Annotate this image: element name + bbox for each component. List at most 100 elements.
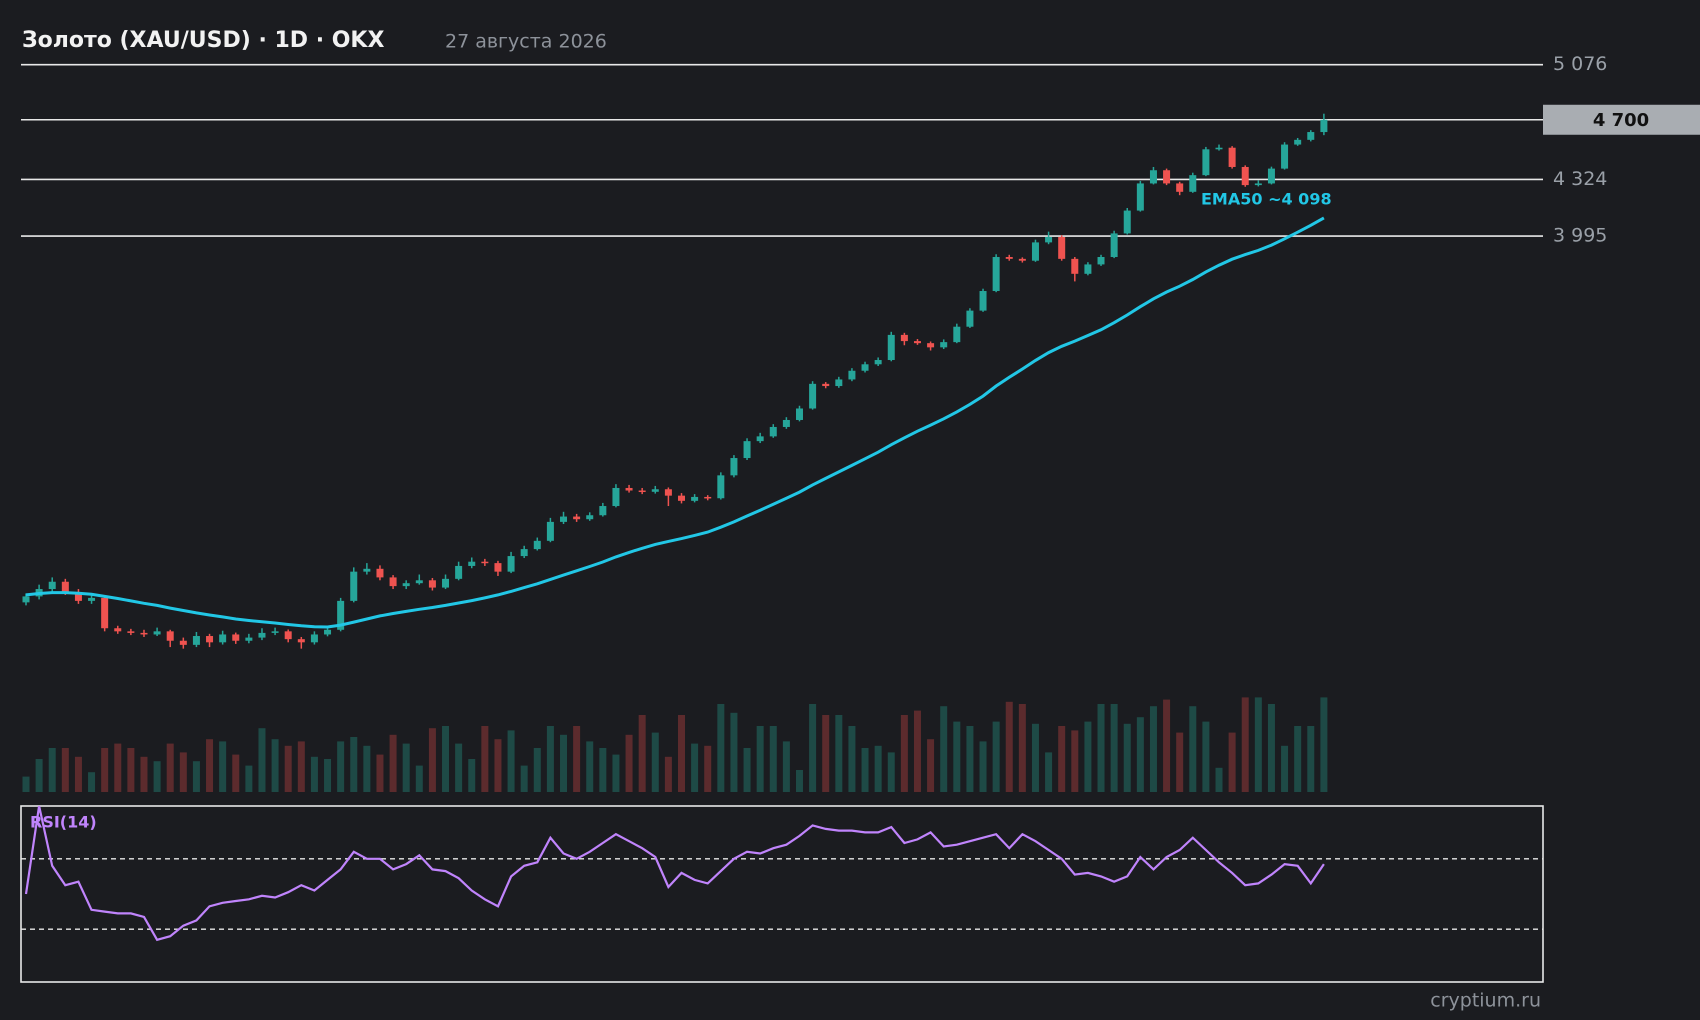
volume-bar (1241, 697, 1249, 792)
volume-bar (468, 759, 476, 792)
volume-bar (337, 741, 345, 792)
volume-bar (953, 721, 961, 792)
candle-body (900, 334, 908, 342)
candle-body (612, 487, 620, 507)
candle-body (1058, 236, 1066, 259)
candle-body (1018, 258, 1026, 261)
candle-body (533, 540, 541, 550)
candle-body (756, 436, 764, 442)
candle-body (428, 580, 436, 588)
candle-body (835, 379, 843, 387)
volume-bar (1123, 723, 1131, 792)
candle-body (402, 583, 410, 587)
volume-bar (258, 728, 266, 792)
candle-body (651, 489, 659, 492)
chart-subtitle: 27 августа 2026 (445, 31, 607, 53)
volume-bar (1084, 721, 1092, 792)
candle-body (743, 441, 751, 459)
candle-body (1307, 132, 1315, 140)
candle-body (546, 521, 554, 541)
candle-body (324, 629, 332, 635)
volume-bar (153, 761, 161, 792)
candle-body (1320, 119, 1328, 133)
volume-bar (651, 732, 659, 792)
candle-body (494, 563, 502, 572)
volume-bar (913, 710, 921, 792)
candle-body (664, 489, 672, 496)
volume-bar (887, 752, 895, 792)
candle-body (271, 631, 279, 633)
candle-body (179, 640, 187, 645)
volume-bar (389, 734, 397, 792)
candle-body (1084, 264, 1092, 274)
volume-bar (1071, 730, 1079, 792)
candle-body (1215, 147, 1223, 150)
candle-body (1294, 139, 1302, 145)
volume-bar (927, 739, 935, 792)
candle-body (1228, 147, 1236, 167)
volume-bar (22, 776, 30, 792)
volume-bar (179, 752, 187, 792)
candle-body (337, 600, 345, 630)
volume-bar (782, 741, 790, 792)
volume-bar (979, 741, 987, 792)
volume-bar (1018, 704, 1026, 792)
ema-annotation: EMA50 ~4 098 (1201, 190, 1332, 209)
candle-body (848, 370, 856, 380)
candle-body (1045, 236, 1053, 243)
volume-bar (874, 745, 882, 792)
candle-body (258, 632, 266, 638)
candle-body (1005, 257, 1013, 259)
volume-bar (363, 745, 371, 792)
rsi-label: RSI(14) (30, 813, 97, 832)
candle-body (1031, 242, 1039, 261)
volume-bar (324, 759, 332, 792)
y-tick-label: 4 324 (1553, 168, 1607, 190)
volume-bar (442, 726, 450, 792)
volume-bar (127, 748, 135, 792)
candle-body (1241, 166, 1249, 186)
volume-bar (428, 728, 436, 792)
volume-bar (192, 761, 200, 792)
volume-bar (560, 734, 568, 792)
candle-body (966, 310, 974, 327)
last-price-label: 4 700 (1593, 110, 1649, 131)
volume-bar (730, 712, 738, 792)
volume-bar (1215, 767, 1223, 792)
candle-body (940, 342, 948, 348)
candle-body (363, 568, 371, 572)
candle-body (979, 291, 987, 311)
candle-body (468, 561, 476, 566)
volume-bar (114, 743, 122, 792)
volume-bar (900, 715, 908, 792)
candle-body (717, 475, 725, 499)
candle-body (1267, 168, 1275, 184)
candle-body (389, 577, 397, 587)
candle-body (88, 597, 96, 601)
candle-body (376, 568, 384, 578)
volume-bar (861, 748, 869, 792)
candle-body (415, 580, 423, 584)
candle-body (678, 495, 685, 501)
candle-body (1163, 170, 1171, 184)
volume-bar (1005, 701, 1013, 792)
candle-body (219, 634, 227, 643)
volume-bar (494, 739, 502, 792)
volume-bar (415, 765, 423, 792)
volume-bar (704, 745, 712, 792)
volume-bar (1202, 721, 1210, 792)
volume-bar (1176, 732, 1184, 792)
candle-body (1176, 183, 1184, 192)
candle-body (691, 496, 699, 501)
volume-bar (350, 737, 358, 792)
volume-bar (586, 741, 594, 792)
candle-body (599, 506, 607, 516)
volume-bar (691, 743, 699, 792)
volume-bar (376, 754, 384, 792)
candle-body (1136, 183, 1144, 211)
watermark: cryptium.ru (1430, 990, 1541, 1012)
volume-bar (297, 741, 305, 792)
candle-body (455, 565, 463, 579)
candle-body (1254, 183, 1262, 186)
